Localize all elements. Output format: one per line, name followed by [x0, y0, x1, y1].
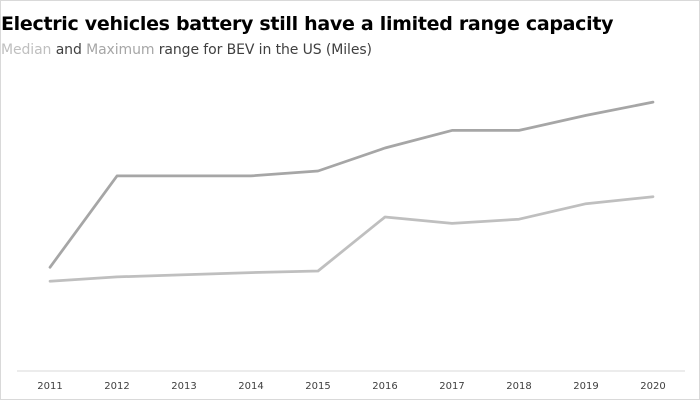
- subtitle-maximum-label: Maximum: [86, 42, 155, 58]
- chart-title: Electric vehicles battery still have a l…: [1, 13, 614, 35]
- x-tick-label: 2015: [305, 381, 330, 392]
- chart-subtitle: Median and Maximum range for BEV in the …: [1, 42, 699, 58]
- x-tick-label: 2017: [439, 381, 464, 392]
- subtitle-rest: range for BEV in the US (Miles): [158, 42, 372, 58]
- subtitle-and-word: and: [55, 42, 82, 58]
- x-tick-label: 2016: [372, 381, 397, 392]
- x-tick-label: 2020: [640, 381, 665, 392]
- subtitle-median-label: Median: [1, 42, 52, 58]
- series-line-maximum: [48, 100, 655, 269]
- x-tick-label: 2011: [37, 381, 62, 392]
- series-line-median: [48, 195, 655, 283]
- x-tick-label: 2018: [506, 381, 531, 392]
- x-tick-label: 2019: [573, 381, 598, 392]
- series-layer: [48, 100, 655, 283]
- x-tick-label: 2012: [104, 381, 129, 392]
- x-tick-label: 2013: [171, 381, 196, 392]
- x-tick-labels: 2011 2012 2013 2014 2015 2016 2017 2018 2019 2020: [37, 381, 665, 392]
- x-tick-label: 2014: [238, 381, 263, 392]
